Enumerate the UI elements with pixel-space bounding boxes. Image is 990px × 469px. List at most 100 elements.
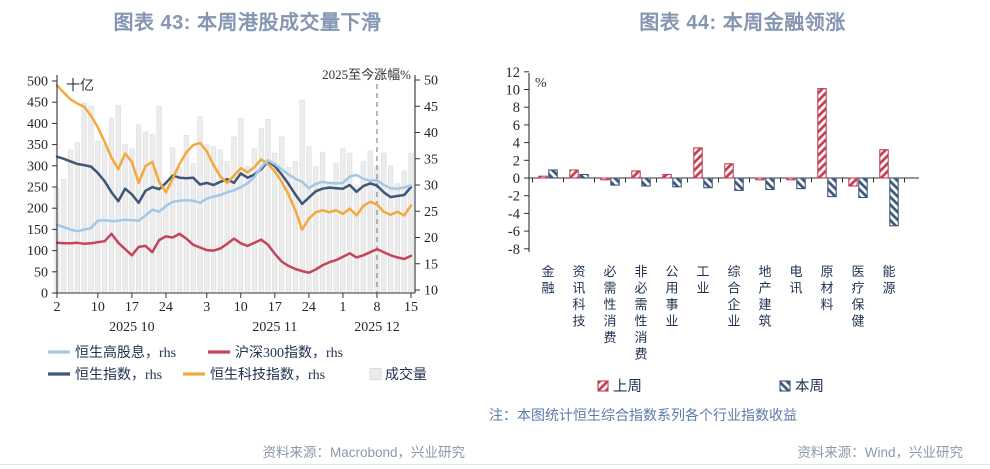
svg-text:资: 资 (572, 264, 585, 279)
footer-divider (0, 464, 990, 465)
svg-text:工: 工 (696, 264, 709, 279)
svg-text:需: 需 (634, 297, 647, 312)
bar-this-week (765, 177, 775, 191)
svg-text:24: 24 (302, 300, 316, 315)
svg-text:150: 150 (27, 223, 48, 238)
left-chart-canvas: 0501001502002503003504004505001015202530… (27, 67, 438, 383)
svg-text:2: 2 (513, 153, 520, 169)
svg-text:10: 10 (424, 284, 438, 299)
svg-text:电: 电 (789, 264, 802, 279)
svg-text:必: 必 (634, 281, 647, 296)
svg-text:健: 健 (851, 314, 864, 329)
svg-text:10: 10 (506, 83, 521, 99)
bar-this-week (889, 177, 899, 227)
svg-text:材: 材 (820, 281, 833, 296)
svg-text:事: 事 (665, 297, 678, 312)
svg-text:45: 45 (424, 100, 438, 115)
svg-text:科: 科 (572, 297, 585, 312)
svg-text:8: 8 (373, 300, 380, 315)
bar-last-week (755, 177, 765, 181)
svg-text:必: 必 (603, 264, 616, 279)
svg-text:4: 4 (513, 136, 521, 152)
right-chart-title: 图表 44: 本周金融领涨 (639, 12, 846, 34)
bar-this-week (672, 177, 682, 188)
bar-last-week (879, 149, 889, 179)
svg-text:技: 技 (572, 314, 585, 329)
legend-label-hsi: 恒生指数，rhs (75, 367, 162, 383)
bar-this-week (796, 177, 806, 190)
svg-text:400: 400 (27, 117, 48, 132)
svg-text:10: 10 (234, 300, 248, 315)
bar-this-week (579, 173, 589, 179)
svg-text:原: 原 (820, 264, 833, 279)
svg-text:-2: -2 (508, 189, 520, 205)
svg-text:合: 合 (727, 281, 740, 296)
bar-last-week (631, 170, 641, 179)
svg-text:8: 8 (513, 100, 520, 116)
legend-label-last-week: 上周 (613, 378, 642, 395)
svg-text:20: 20 (424, 231, 438, 246)
legend-label-volume: 成交量 (385, 366, 427, 383)
svg-text:保: 保 (851, 297, 864, 312)
svg-text:企: 企 (727, 297, 740, 312)
svg-text:450: 450 (27, 96, 48, 111)
svg-text:50: 50 (424, 74, 438, 89)
svg-text:费: 费 (603, 330, 616, 345)
legend-marker-volume (369, 368, 382, 380)
line-hstech (55, 84, 413, 231)
bar-this-week (827, 177, 837, 198)
svg-text:1: 1 (339, 300, 346, 315)
svg-text:-4: -4 (508, 206, 521, 222)
svg-text:消: 消 (634, 330, 647, 345)
svg-text:0: 0 (513, 171, 520, 187)
svg-text:医: 医 (851, 264, 864, 279)
y-left-axis-labels: 0 50 100 150 200 250 300 350 400 450 500 (27, 75, 57, 302)
svg-text:17: 17 (125, 300, 139, 315)
svg-text:消: 消 (603, 314, 616, 329)
svg-text:50: 50 (34, 265, 48, 280)
svg-text:金: 金 (541, 264, 554, 279)
bar-last-week (724, 163, 734, 179)
svg-text:100: 100 (27, 244, 48, 259)
svg-text:12: 12 (506, 65, 521, 81)
svg-text:250: 250 (27, 181, 48, 196)
svg-text:%: % (535, 76, 547, 91)
right-chart-canvas: -8-6-4-2024681012%金融资讯科技必需性消费非必需性消费公用事业工… (506, 65, 919, 395)
left-chart-panel: 图表 43: 本周港股成交量下滑 0 50 100 150 200 250 300 350 40… (27, 12, 438, 383)
svg-text:能: 能 (882, 264, 895, 279)
month-label: 2025 10 (109, 320, 155, 335)
y-axis: -8 -6 -4-2 0 24 6 810 12 (506, 65, 530, 258)
bar-last-week (848, 177, 858, 187)
svg-text:10: 10 (91, 300, 105, 315)
svg-text:十亿: 十亿 (66, 78, 94, 94)
month-label: 2025 12 (354, 320, 400, 335)
svg-text:源: 源 (882, 281, 895, 296)
svg-text:15: 15 (424, 257, 438, 272)
svg-text:300: 300 (27, 159, 48, 174)
svg-text:讯: 讯 (572, 281, 585, 296)
unit-label: % (535, 76, 547, 91)
bars-this-week (548, 169, 899, 227)
svg-text:讯: 讯 (789, 281, 802, 296)
svg-text:500: 500 (27, 75, 48, 90)
svg-text:15: 15 (404, 300, 418, 315)
svg-text:350: 350 (27, 138, 48, 153)
bar-last-week (600, 177, 610, 181)
bar-last-week (569, 169, 579, 179)
legend: 上周 本周 (597, 378, 824, 395)
right-source-text: 资料来源：Wind，兴业研究 (797, 445, 963, 460)
svg-text:性: 性 (603, 297, 616, 312)
legend: 恒生高股息，rhs 沪深300指数，rhs 恒生指数，rhs 恒生科技指数，rhs 成交… (48, 344, 427, 383)
line-csi300 (55, 232, 413, 274)
svg-text:性: 性 (634, 314, 647, 329)
bar-last-week (662, 173, 672, 179)
legend-marker-this-week (779, 380, 791, 392)
left-chart-title: 图表 43: 本周港股成交量下滑 (113, 12, 382, 34)
svg-text:2025至今涨幅%: 2025至今涨幅% (322, 67, 411, 82)
svg-text:公: 公 (665, 264, 678, 279)
svg-text:24: 24 (159, 300, 173, 315)
svg-text:地: 地 (758, 264, 771, 279)
svg-text:融: 融 (541, 281, 554, 296)
svg-text:产: 产 (758, 281, 771, 296)
